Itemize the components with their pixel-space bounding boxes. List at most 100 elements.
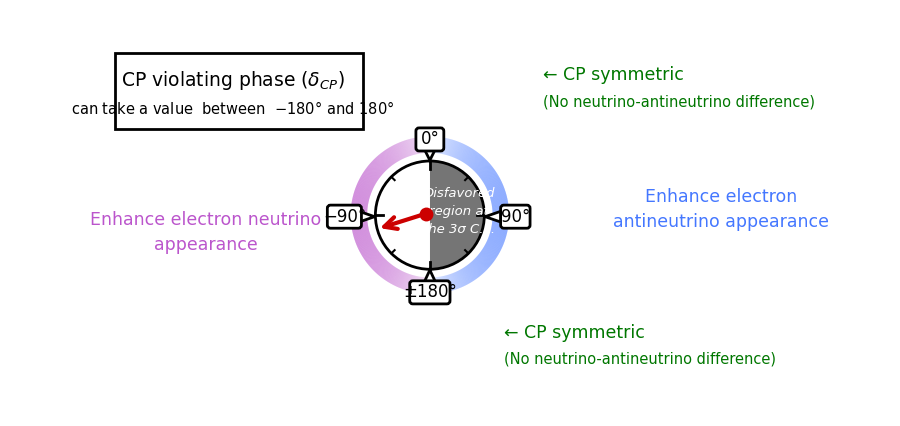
Wedge shape [431, 277, 432, 294]
Wedge shape [438, 277, 442, 293]
Wedge shape [491, 225, 508, 229]
Wedge shape [358, 182, 373, 189]
Wedge shape [397, 143, 404, 158]
Wedge shape [376, 157, 388, 169]
Wedge shape [389, 268, 398, 283]
Wedge shape [436, 137, 438, 153]
Wedge shape [421, 137, 424, 153]
Wedge shape [469, 154, 481, 167]
Wedge shape [491, 225, 508, 228]
Wedge shape [484, 176, 499, 184]
Wedge shape [491, 229, 507, 233]
Wedge shape [389, 268, 398, 282]
Wedge shape [422, 137, 425, 153]
Wedge shape [400, 273, 408, 289]
Wedge shape [374, 259, 386, 271]
Wedge shape [437, 137, 439, 153]
Wedge shape [492, 215, 509, 216]
Wedge shape [461, 269, 470, 283]
Wedge shape [351, 207, 367, 209]
Wedge shape [478, 165, 491, 176]
Wedge shape [381, 264, 392, 278]
Wedge shape [408, 275, 413, 291]
Wedge shape [485, 245, 500, 253]
Wedge shape [366, 253, 380, 263]
Wedge shape [478, 164, 491, 176]
Wedge shape [425, 136, 427, 153]
Wedge shape [420, 137, 423, 153]
Wedge shape [357, 240, 373, 247]
Wedge shape [439, 276, 442, 293]
Wedge shape [359, 243, 374, 251]
Wedge shape [394, 144, 402, 159]
Wedge shape [382, 152, 392, 165]
Wedge shape [372, 257, 384, 269]
Wedge shape [472, 262, 483, 274]
Wedge shape [491, 227, 508, 231]
Wedge shape [373, 160, 385, 172]
Wedge shape [409, 275, 414, 291]
Wedge shape [351, 214, 367, 215]
Wedge shape [419, 137, 422, 153]
Wedge shape [408, 139, 413, 155]
Wedge shape [352, 201, 368, 205]
Wedge shape [366, 252, 380, 262]
Wedge shape [434, 277, 436, 294]
Wedge shape [362, 247, 376, 256]
Wedge shape [492, 204, 508, 207]
Wedge shape [377, 262, 388, 274]
Wedge shape [487, 182, 502, 189]
Wedge shape [376, 261, 388, 273]
Wedge shape [352, 227, 368, 230]
Wedge shape [491, 200, 508, 204]
Wedge shape [464, 148, 472, 163]
Wedge shape [410, 138, 415, 155]
Wedge shape [433, 277, 435, 294]
Wedge shape [351, 205, 368, 207]
Wedge shape [440, 137, 443, 154]
Wedge shape [491, 230, 507, 235]
Wedge shape [436, 277, 437, 294]
Wedge shape [455, 143, 463, 158]
Wedge shape [386, 267, 396, 281]
Wedge shape [424, 277, 426, 294]
Wedge shape [387, 148, 397, 163]
Wedge shape [470, 263, 481, 276]
Wedge shape [360, 245, 374, 253]
Wedge shape [492, 205, 508, 208]
Wedge shape [491, 227, 508, 231]
FancyBboxPatch shape [500, 205, 530, 228]
Wedge shape [369, 255, 382, 266]
Wedge shape [353, 195, 369, 199]
Wedge shape [423, 277, 425, 294]
Wedge shape [487, 241, 502, 248]
Wedge shape [488, 239, 503, 245]
Wedge shape [454, 273, 461, 288]
Wedge shape [447, 140, 453, 155]
Wedge shape [468, 153, 479, 166]
Wedge shape [490, 193, 506, 198]
Wedge shape [411, 138, 416, 155]
Wedge shape [482, 170, 496, 180]
Wedge shape [375, 260, 387, 273]
Wedge shape [451, 273, 457, 289]
Wedge shape [444, 138, 447, 154]
Wedge shape [435, 277, 436, 294]
Wedge shape [356, 237, 372, 243]
Wedge shape [351, 222, 367, 224]
Wedge shape [466, 266, 476, 279]
Wedge shape [353, 228, 369, 232]
Wedge shape [379, 263, 390, 276]
Wedge shape [382, 265, 392, 278]
Wedge shape [447, 139, 453, 155]
Wedge shape [418, 277, 422, 293]
Wedge shape [486, 180, 501, 188]
Wedge shape [418, 137, 421, 153]
Wedge shape [356, 187, 372, 193]
Wedge shape [405, 140, 411, 156]
Wedge shape [491, 201, 508, 204]
Wedge shape [441, 138, 445, 154]
Wedge shape [484, 246, 499, 255]
Wedge shape [491, 228, 508, 232]
Wedge shape [443, 138, 446, 154]
